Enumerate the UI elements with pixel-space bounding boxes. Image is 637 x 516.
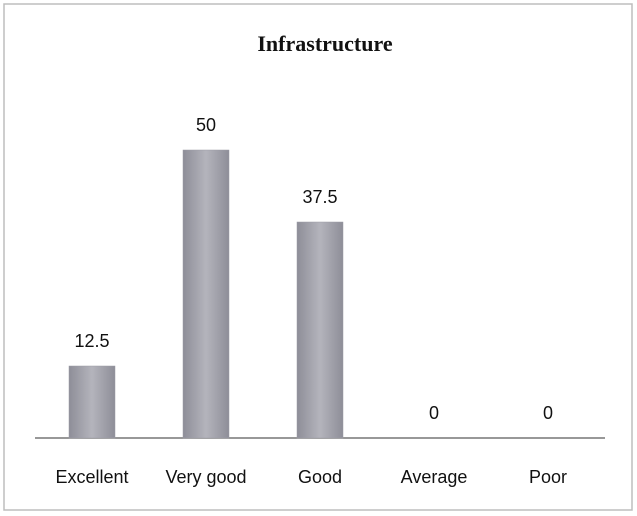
data-label: 0 xyxy=(429,403,439,423)
bar xyxy=(68,365,116,439)
bar xyxy=(182,149,230,439)
x-tick-label: Very good xyxy=(165,467,246,487)
chart-title: Infrastructure xyxy=(257,31,392,56)
x-tick-label: Good xyxy=(298,467,342,487)
x-tick-label: Excellent xyxy=(55,467,128,487)
data-label: 12.5 xyxy=(74,331,109,351)
data-label: 0 xyxy=(543,403,553,423)
x-tick-label: Average xyxy=(401,467,468,487)
data-label: 50 xyxy=(196,115,216,135)
x-tick-label: Poor xyxy=(529,467,567,487)
data-label: 37.5 xyxy=(302,187,337,207)
bar xyxy=(296,221,344,439)
